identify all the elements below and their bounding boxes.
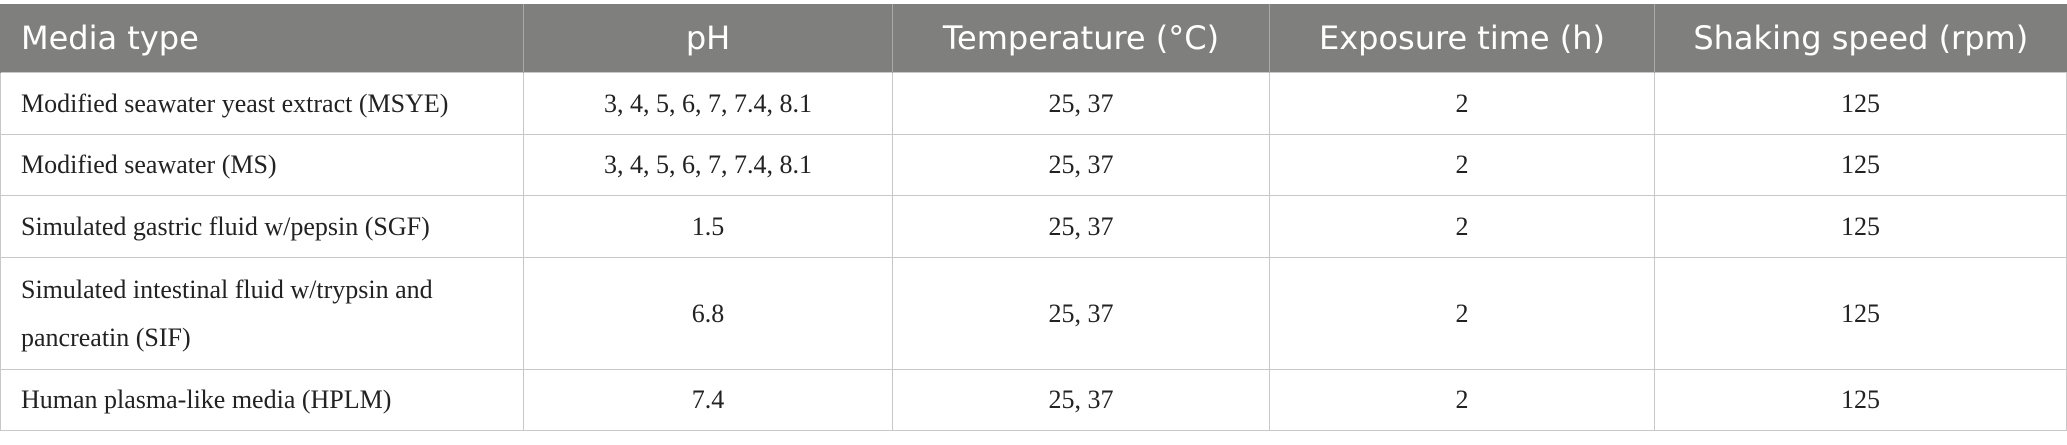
column-header: Exposure time (h) [1269, 4, 1655, 73]
table-cell: 3, 4, 5, 6, 7, 7.4, 8.1 [523, 72, 893, 135]
header-row: Media type pH Temperature (°C) Exposure tim… [0, 4, 2067, 73]
table-cell: 25, 37 [892, 72, 1270, 135]
column-header: Temperature (°C) [892, 4, 1270, 73]
table-cell: Human plasma-like media (HPLM) [0, 369, 524, 431]
table-row: Human plasma-like media (HPLM) 7.4 25, 37 2… [0, 369, 2067, 431]
table-cell: 2 [1269, 134, 1655, 196]
table-cell: 2 [1269, 369, 1655, 431]
column-header: Shaking speed (rpm) [1654, 4, 2067, 73]
table-cell: 25, 37 [892, 134, 1270, 196]
table-cell: 125 [1654, 369, 2067, 431]
table-cell: 3, 4, 5, 6, 7, 7.4, 8.1 [523, 134, 893, 196]
table-cell: 125 [1654, 257, 2067, 370]
table-row: Modified seawater yeast extract (MSYE) 3,… [0, 72, 2067, 135]
table-row: Simulated intestinal fluid w/trypsin and… [0, 257, 2067, 370]
table-cell: 125 [1654, 195, 2067, 258]
table-cell: Modified seawater yeast extract (MSYE) [0, 72, 524, 135]
table-cell: 25, 37 [892, 257, 1270, 370]
table-cell: 7.4 [523, 369, 893, 431]
table-cell: 1.5 [523, 195, 893, 258]
table-cell: 6.8 [523, 257, 893, 370]
table-cell: Modified seawater (MS) [0, 134, 524, 196]
table-cell: 125 [1654, 134, 2067, 196]
table-cell: Simulated gastric fluid w/pepsin (SGF) [0, 195, 524, 258]
column-header: pH [523, 4, 893, 73]
table-cell: 25, 37 [892, 195, 1270, 258]
table-cell: Simulated intestinal fluid w/trypsin and… [0, 257, 524, 370]
table-row: Modified seawater (MS) 3, 4, 5, 6, 7, 7.4… [0, 134, 2067, 196]
table-row: Simulated gastric fluid w/pepsin (SGF) 1.… [0, 195, 2067, 258]
table-cell: 125 [1654, 72, 2067, 135]
table-body: Modified seawater yeast extract (MSYE) 3,… [0, 72, 2067, 431]
table-cell: 2 [1269, 195, 1655, 258]
data-table: Media type pH Temperature (°C) Exposure tim… [0, 4, 2067, 431]
column-header: Media type [0, 4, 524, 73]
table-cell: 2 [1269, 72, 1655, 135]
table-cell: 25, 37 [892, 369, 1270, 431]
table-cell: 2 [1269, 257, 1655, 370]
